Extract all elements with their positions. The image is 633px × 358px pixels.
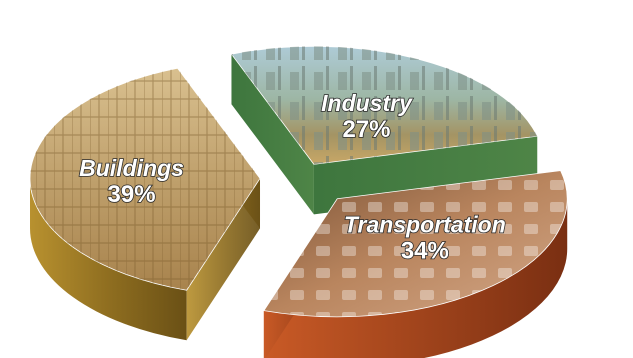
slice-texture-industry [231, 46, 538, 165]
slice-edge-industry [231, 54, 314, 215]
slice-value-buildings: 39% [108, 181, 156, 208]
slice-edge-buildings [186, 178, 261, 341]
pie-slice-transportation [263, 170, 568, 358]
pie-slice-industry [230, 45, 538, 215]
slice-value-industry: 27% [342, 116, 390, 143]
slice-wall-transportation [263, 198, 568, 358]
slice-label-buildings: Buildings [79, 155, 184, 181]
slice-label-transportation: Transportation [344, 212, 506, 238]
pie-slice-buildings [29, 67, 261, 341]
slice-texture-buildings [30, 68, 261, 291]
slice-wall-buildings [30, 178, 187, 341]
slice-texture-transportation [263, 170, 568, 317]
slice-label-industry: Industry [321, 90, 413, 116]
slice-value-transportation: 34% [401, 238, 449, 265]
